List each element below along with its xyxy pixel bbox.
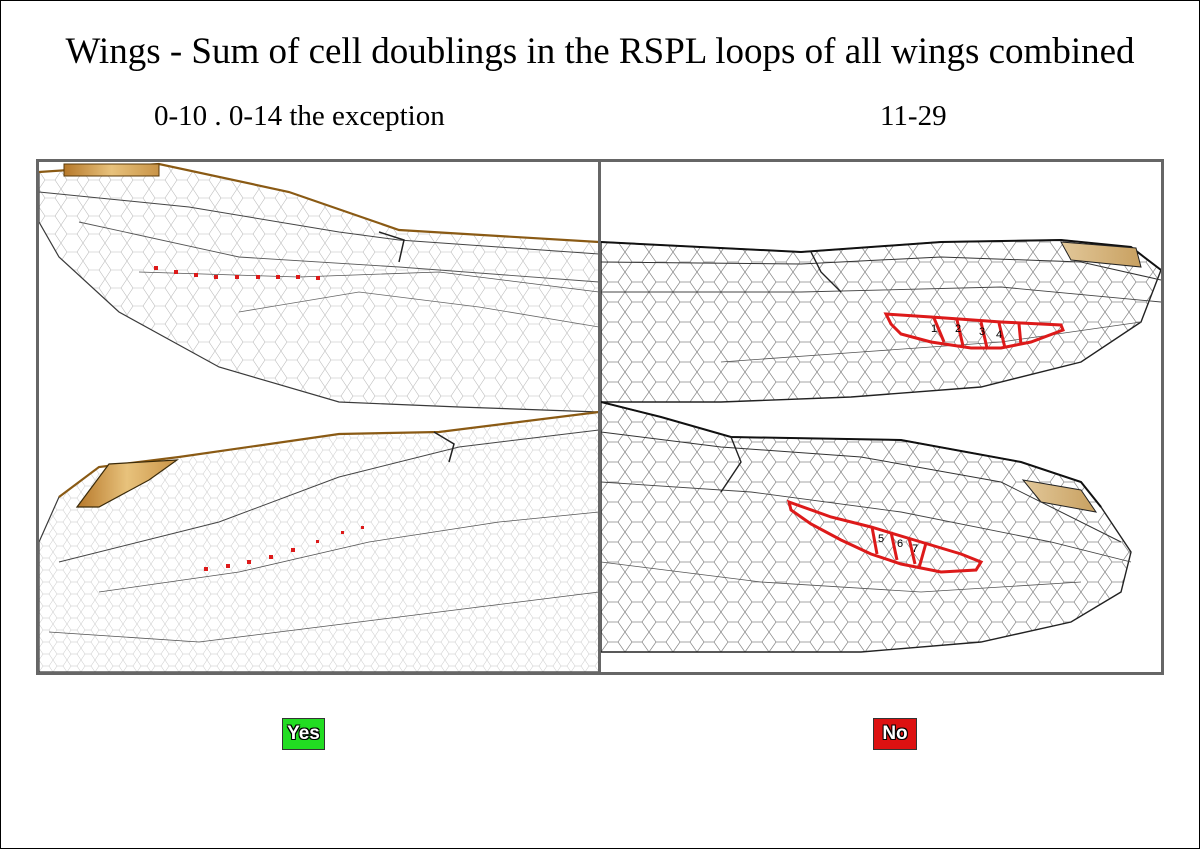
cell-label-1: 1 xyxy=(931,323,937,335)
cell-label-7: 7 xyxy=(912,543,918,555)
right-hindwing-pterostigma xyxy=(1021,479,1098,513)
left-forewing-pterostigma xyxy=(63,163,160,177)
left-wings-illustration xyxy=(39,162,599,672)
right-subtitle: 11-29 xyxy=(880,100,947,132)
left-wing-panel xyxy=(36,159,602,675)
cell-label-3: 3 xyxy=(979,326,985,338)
left-hindwing xyxy=(39,410,599,672)
cell-label-5: 5 xyxy=(878,533,884,545)
yes-badge: Yes xyxy=(282,718,325,750)
left-hindwing-pterostigma xyxy=(75,459,180,508)
right-forewing-pterostigma xyxy=(1060,241,1142,268)
cell-label-4: 4 xyxy=(996,329,1002,341)
right-forewing: 1 2 3 4 xyxy=(601,238,1161,403)
right-wing-panel: 1 2 3 4 5 6 7 xyxy=(598,159,1164,675)
left-forewing xyxy=(39,162,599,413)
right-hindwing: 5 6 7 xyxy=(601,401,1132,653)
left-forewing-red-markers xyxy=(154,266,320,280)
no-badge: No xyxy=(873,718,917,750)
right-hindwing-rspl-loop xyxy=(786,499,984,574)
left-hindwing-red-markers xyxy=(204,526,364,571)
right-forewing-rspl-loop xyxy=(883,312,1065,350)
figure-title: Wings - Sum of cell doublings in the RSP… xyxy=(65,31,1135,72)
right-wings-illustration: 1 2 3 4 5 6 7 xyxy=(601,238,1161,653)
left-subtitle: 0-10 . 0-14 the exception xyxy=(154,100,445,132)
cell-label-6: 6 xyxy=(897,538,903,550)
cell-label-2: 2 xyxy=(955,323,961,335)
